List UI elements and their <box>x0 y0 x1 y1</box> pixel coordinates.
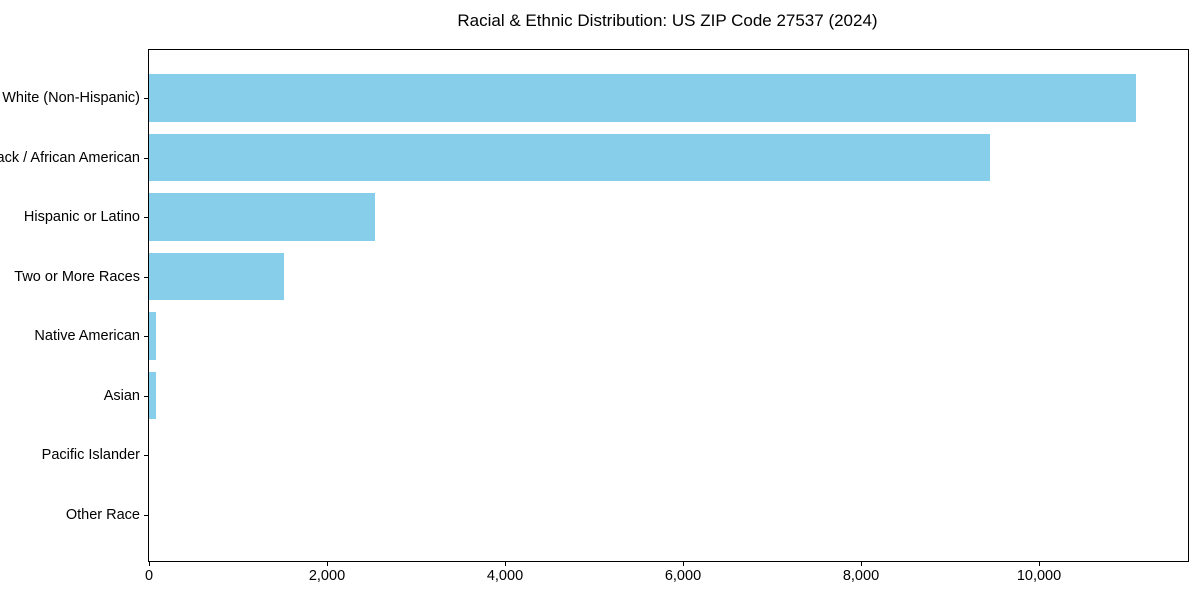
y-tick-mark <box>144 455 148 456</box>
x-tick-label: 2,000 <box>308 568 346 584</box>
y-tick-mark <box>144 157 148 159</box>
y-tick-label: White (Non-Hispanic) <box>2 90 140 106</box>
y-tick-mark <box>144 514 148 516</box>
bar-native-american <box>149 312 157 360</box>
y-tick-label: Asian <box>103 387 140 404</box>
x-tick-mark <box>683 561 684 566</box>
y-tick-mark <box>144 395 148 397</box>
bar-black-african-american <box>149 133 991 182</box>
bar-asian <box>149 371 156 420</box>
x-tick-mark <box>327 561 328 566</box>
x-tick-label: 10,000 <box>1016 568 1062 584</box>
y-tick-label: Two or More Races <box>14 268 140 285</box>
x-tick-mark <box>861 561 862 566</box>
y-tick-label: Pacific Islander <box>41 447 140 463</box>
x-tick-label: 8,000 <box>842 568 880 584</box>
x-tick-mark <box>149 561 150 566</box>
chart-title: Racial & Ethnic Distribution: US ZIP Cod… <box>457 11 878 30</box>
x-tick-mark <box>1039 561 1040 566</box>
y-tick-mark <box>144 217 148 218</box>
y-tick-mark <box>144 98 148 99</box>
y-tick-label: Black / African American <box>0 149 140 166</box>
bar-hispanic-or-latino <box>149 193 376 241</box>
y-tick-label: Hispanic or Latino <box>23 209 140 225</box>
x-tick-label: 0 <box>144 568 154 584</box>
y-tick-label: Other Race <box>65 506 140 523</box>
plot-area: White (Non-Hispanic) Black / African Amer… <box>0 49 1189 584</box>
x-tick-mark <box>505 561 506 566</box>
y-tick-mark <box>144 336 148 337</box>
x-tick-label: 4,000 <box>486 568 524 584</box>
x-tick-label: 6,000 <box>664 568 702 584</box>
y-tick-mark <box>144 276 148 278</box>
bar-white-non-hispanic <box>149 74 1137 122</box>
y-tick-label: Native American <box>34 328 140 344</box>
bar-two-or-more-races <box>149 252 285 301</box>
